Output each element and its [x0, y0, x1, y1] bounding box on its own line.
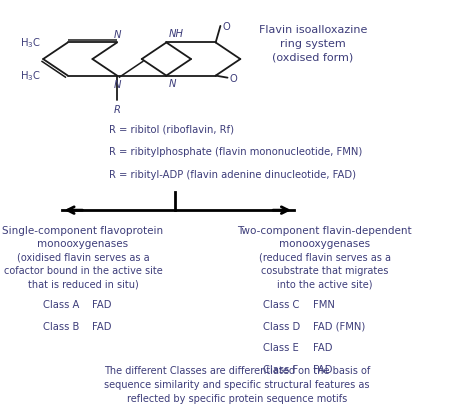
- Text: The different Classes are differentiated on the basis of
sequence similarity and: The different Classes are differentiated…: [104, 366, 370, 403]
- Text: FAD: FAD: [313, 364, 332, 374]
- Text: FAD: FAD: [92, 299, 112, 309]
- Text: Flavin isoalloxazine
ring system
(oxdised form): Flavin isoalloxazine ring system (oxdise…: [259, 25, 367, 63]
- Text: FMN: FMN: [313, 299, 335, 309]
- Text: Class C: Class C: [263, 299, 300, 309]
- Text: O: O: [230, 74, 237, 83]
- Text: FAD: FAD: [92, 321, 112, 331]
- Text: $\mathsf{H_3C}$: $\mathsf{H_3C}$: [20, 69, 41, 83]
- Text: Class A: Class A: [43, 299, 79, 309]
- Text: FAD: FAD: [313, 342, 332, 352]
- Text: NH: NH: [169, 28, 184, 38]
- Text: Class E: Class E: [263, 342, 299, 352]
- Text: R: R: [114, 104, 120, 114]
- Text: $\mathsf{H_3C}$: $\mathsf{H_3C}$: [20, 36, 41, 50]
- Text: R = ribitol (riboflavin, Rf): R = ribitol (riboflavin, Rf): [109, 124, 234, 134]
- Text: Single-component flavoprotein
monooxygenases: Single-component flavoprotein monooxygen…: [2, 225, 164, 249]
- Text: Class D: Class D: [263, 321, 301, 331]
- Text: Two-component flavin-dependent
monooxygenases: Two-component flavin-dependent monooxyge…: [237, 225, 412, 249]
- Text: (reduced flavin serves as a
cosubstrate that migrates
into the active site): (reduced flavin serves as a cosubstrate …: [259, 252, 391, 289]
- Text: N: N: [113, 30, 121, 40]
- Text: FAD (FMN): FAD (FMN): [313, 321, 365, 331]
- Text: N: N: [113, 80, 121, 90]
- Text: O: O: [223, 22, 230, 32]
- Text: (oxidised flavin serves as a
cofactor bound in the active site
that is reduced i: (oxidised flavin serves as a cofactor bo…: [4, 252, 162, 289]
- Text: R = ribitylphosphate (flavin mononucleotide, FMN): R = ribitylphosphate (flavin mononucleot…: [109, 147, 362, 157]
- Text: Class F: Class F: [263, 364, 298, 374]
- Text: R = ribityl-ADP (flavin adenine dinucleotide, FAD): R = ribityl-ADP (flavin adenine dinucleo…: [109, 169, 356, 179]
- Text: Class B: Class B: [43, 321, 79, 331]
- Text: N: N: [169, 78, 176, 88]
